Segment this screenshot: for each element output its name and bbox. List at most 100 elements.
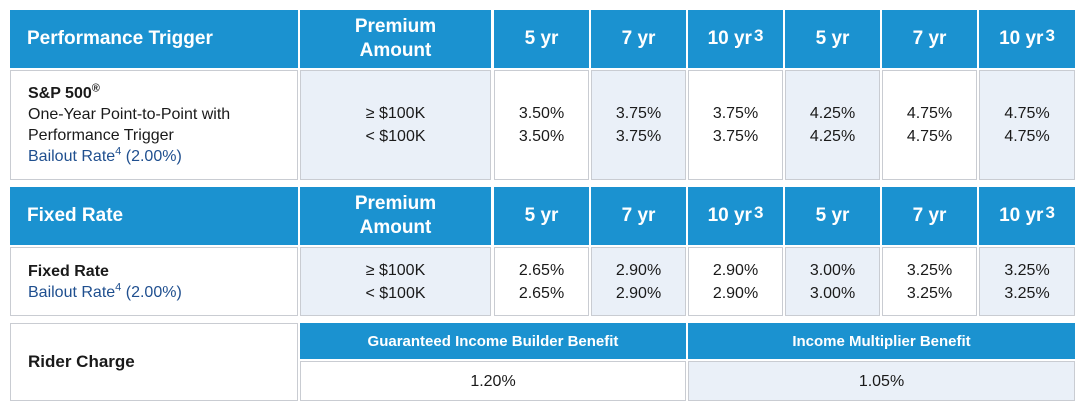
premium-line1: Premium — [354, 16, 437, 37]
term-label: 5 yr — [524, 205, 559, 226]
rate-low: 4.75% — [906, 128, 953, 145]
term-label: 7 yr — [912, 28, 947, 49]
rate-cell: 3.00% 3.00% — [785, 247, 880, 316]
term-header-10yr: 10 yr 3 — [979, 10, 1075, 68]
rate-low: 4.25% — [809, 128, 856, 145]
term-header-5yr: 5 yr — [785, 187, 880, 245]
strategy-desc-line1: One-Year Point-to-Point with — [28, 106, 231, 123]
fixed-rate-header: Fixed Rate — [10, 187, 298, 245]
term-header-10yr: 10 yr 3 — [688, 10, 783, 68]
bailout-rate: Bailout Rate4 (2.00%) — [28, 282, 182, 303]
term-label: 5 yr — [524, 28, 559, 49]
rate-high: 3.25% — [1004, 261, 1050, 279]
term-header-10yr: 10 yr 3 — [688, 187, 783, 245]
rate-low: 3.25% — [906, 284, 953, 302]
rate-high: 3.75% — [712, 105, 759, 122]
rate-low: 2.90% — [712, 284, 759, 302]
benefit1-name: Guaranteed Income Builder Benefit — [367, 332, 619, 350]
bailout-value: (2.00%) — [125, 148, 182, 165]
premium-amount-cell: ≥ $100K < $100K — [300, 70, 491, 180]
bailout-text: Bailout Rate — [28, 148, 116, 165]
rate-high: 4.75% — [1004, 105, 1050, 122]
rate-cell: 3.50% 3.50% — [494, 70, 589, 180]
term-header-10yr: 10 yr 3 — [979, 187, 1075, 245]
index-name: S&P 500 — [28, 85, 92, 102]
rate-low: 3.75% — [712, 128, 759, 145]
fixed-rate-title: Fixed Rate — [27, 205, 124, 226]
premium-amount-header: Premium Amount — [300, 187, 491, 245]
rate-low: 2.65% — [518, 284, 565, 302]
footnote-3: 3 — [1045, 203, 1055, 222]
bailout-rate: Bailout Rate4 (2.00%) — [28, 146, 182, 167]
registered-mark: ® — [91, 82, 100, 95]
footnote-3: 3 — [1045, 26, 1055, 45]
amount-high: ≥ $100K — [365, 105, 426, 122]
term-header-7yr: 7 yr — [882, 187, 977, 245]
term-label: 10 yr — [707, 205, 752, 226]
rate-low: 3.50% — [518, 128, 565, 145]
premium-amount-cell: ≥ $100K < $100K — [300, 247, 491, 316]
term-label: 5 yr — [815, 205, 850, 226]
footnote-3: 3 — [753, 26, 764, 45]
term-label: 5 yr — [815, 28, 850, 49]
premium-amount-header: Premium Amount — [300, 10, 491, 68]
rate-cell: 2.90% 2.90% — [688, 247, 783, 316]
term-label: 7 yr — [621, 28, 656, 49]
footnote-4: 4 — [115, 145, 122, 158]
amount-low: < $100K — [365, 128, 426, 145]
rate-high: 3.50% — [518, 105, 565, 122]
bailout-text: Bailout Rate — [28, 283, 116, 301]
income-multiplier-value: 1.05% — [688, 361, 1075, 401]
fixed-rate-product-label: Fixed Rate Bailout Rate4 (2.00%) — [10, 247, 298, 316]
rider-charge-label: Rider Charge — [10, 323, 298, 401]
footnote-3: 3 — [753, 203, 764, 222]
rate-cell: 3.25% 3.25% — [979, 247, 1075, 316]
benefit1-value: 1.20% — [470, 372, 516, 390]
strategy-desc-line2: Performance Trigger — [28, 127, 174, 144]
benefit2-value: 1.05% — [858, 372, 905, 390]
performance-trigger-header: Performance Trigger — [10, 10, 298, 68]
performance-trigger-title: Performance Trigger — [27, 28, 213, 49]
rate-cell: 3.75% 3.75% — [688, 70, 783, 180]
benefit2-name: Income Multiplier Benefit — [792, 332, 971, 350]
rate-low: 3.75% — [615, 128, 662, 145]
rate-cell: 4.75% 4.75% — [979, 70, 1075, 180]
rate-cell: 3.25% 3.25% — [882, 247, 977, 316]
term-header-7yr: 7 yr — [591, 10, 686, 68]
term-header-5yr: 5 yr — [494, 10, 589, 68]
rate-cell: 3.75% 3.75% — [591, 70, 686, 180]
term-label: 7 yr — [621, 205, 656, 226]
term-label: 10 yr — [999, 28, 1044, 49]
rate-high: 2.90% — [615, 261, 662, 279]
income-multiplier-header: Income Multiplier Benefit — [688, 323, 1075, 359]
term-header-5yr: 5 yr — [494, 187, 589, 245]
rate-cell: 4.75% 4.75% — [882, 70, 977, 180]
rate-low: 4.75% — [1004, 128, 1050, 145]
term-label: 7 yr — [912, 205, 947, 226]
rate-high: 4.75% — [906, 105, 953, 122]
footnote-4: 4 — [115, 281, 122, 294]
rate-low: 3.00% — [809, 284, 856, 302]
premium-line2: Amount — [359, 40, 432, 61]
rate-high: 2.90% — [712, 261, 759, 279]
rider-charge-text: Rider Charge — [28, 352, 135, 371]
term-header-7yr: 7 yr — [591, 187, 686, 245]
guaranteed-income-builder-header: Guaranteed Income Builder Benefit — [300, 323, 686, 359]
term-header-5yr: 5 yr — [785, 10, 880, 68]
term-header-7yr: 7 yr — [882, 10, 977, 68]
premium-line1: Premium — [354, 193, 437, 214]
rate-high: 2.65% — [518, 261, 565, 279]
sp500-product-label: S&P 500® One-Year Point-to-Point with Pe… — [10, 70, 298, 180]
term-label: 10 yr — [999, 205, 1044, 226]
rate-low: 2.90% — [615, 284, 662, 302]
rate-low: 3.25% — [1004, 284, 1050, 302]
guaranteed-income-builder-value: 1.20% — [300, 361, 686, 401]
rate-cell: 2.65% 2.65% — [494, 247, 589, 316]
rate-cell: 2.90% 2.90% — [591, 247, 686, 316]
amount-low: < $100K — [365, 284, 426, 302]
rate-high: 3.00% — [809, 261, 856, 279]
term-label: 10 yr — [707, 28, 752, 49]
rate-high: 4.25% — [809, 105, 856, 122]
premium-line2: Amount — [359, 217, 432, 238]
fixed-rate-name: Fixed Rate — [28, 262, 109, 280]
